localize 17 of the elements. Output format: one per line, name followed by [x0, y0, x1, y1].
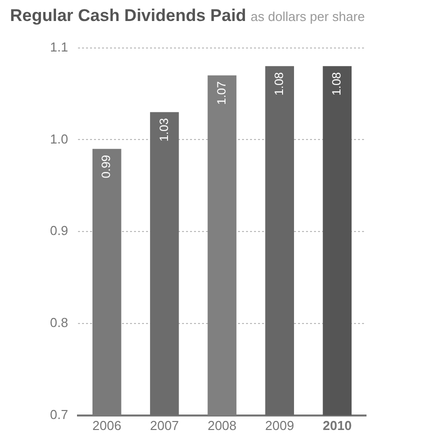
y-tick-label: 1.0 — [50, 131, 68, 146]
y-tick-label: 0.9 — [50, 223, 68, 238]
chart-subtitle: as dollars per share — [250, 9, 365, 24]
y-tick-label: 1.1 — [50, 39, 68, 54]
y-tick-label: 0.7 — [50, 406, 68, 422]
x-tick-label: 2009 — [265, 418, 294, 433]
data-label: 1.07 — [214, 81, 228, 105]
data-label: 1.08 — [272, 72, 286, 96]
data-label: 1.03 — [156, 118, 171, 142]
x-tick-label: 2007 — [150, 418, 179, 433]
data-label: 0.99 — [99, 154, 114, 178]
data-label: 1.08 — [330, 72, 344, 96]
x-tick-label: 2010 — [322, 418, 352, 433]
y-tick-label: 0.8 — [50, 315, 68, 330]
x-tick-label: 2008 — [208, 418, 236, 433]
chart-title: Regular Cash Dividends Paid — [10, 6, 246, 25]
x-tick-label: 2006 — [92, 418, 122, 433]
